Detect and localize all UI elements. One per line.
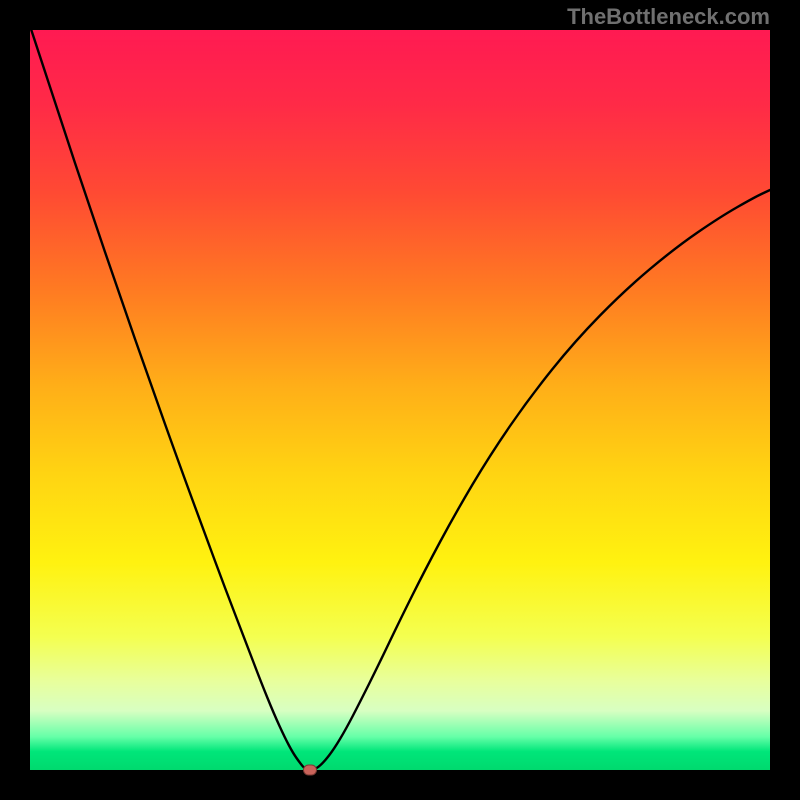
watermark-text: TheBottleneck.com <box>567 4 770 30</box>
chart-frame: TheBottleneck.com <box>0 0 800 800</box>
bottleneck-curve <box>0 0 800 800</box>
minimum-marker <box>303 764 318 776</box>
